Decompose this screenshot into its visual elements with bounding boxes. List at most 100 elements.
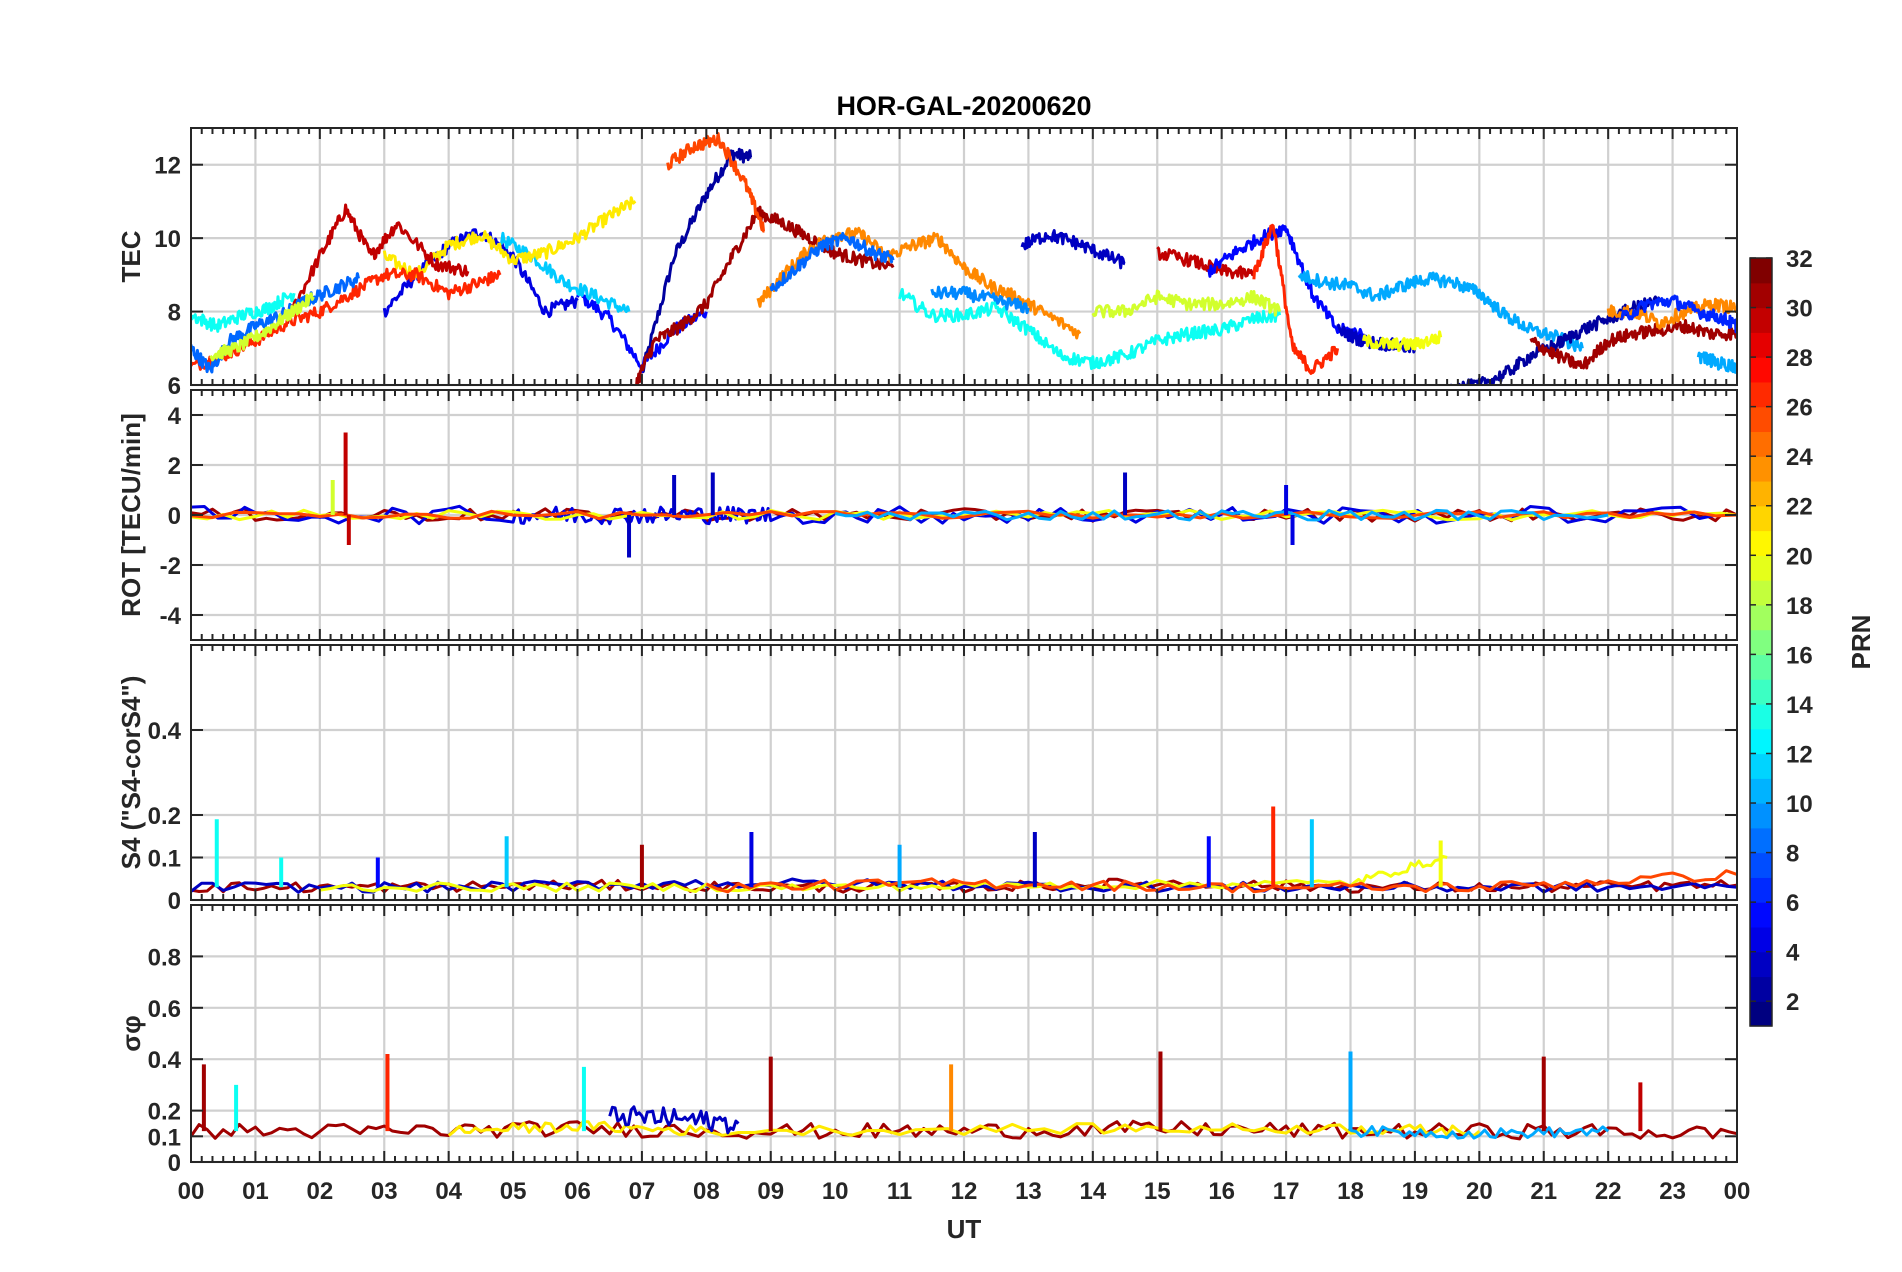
series-line-prn-2 <box>641 147 753 374</box>
panel-data <box>191 432 1737 558</box>
colorbar-tick-label: 14 <box>1786 692 1813 719</box>
colorbar-tick-label: 4 <box>1786 940 1800 967</box>
series-line-prn-27 <box>1252 223 1340 375</box>
colorbar-tick-label: 8 <box>1786 841 1799 868</box>
colorbar-segment <box>1750 332 1772 358</box>
y-tick-label: 0 <box>168 503 181 530</box>
series-line-prn-26 <box>705 869 1737 894</box>
colorbar-segment <box>1750 827 1772 854</box>
x-tick-label: 02 <box>306 1178 333 1205</box>
colorbar-segment <box>1750 406 1772 433</box>
x-tick-label: 10 <box>822 1178 849 1205</box>
panel-3: 0 0.1 0.2 0.4S4 ("S4-corS4") <box>116 644 1738 915</box>
series-line-prn-3 <box>608 1105 740 1135</box>
series-line-prn-10 <box>1696 351 1737 374</box>
series-line-prn-31 <box>1529 319 1737 370</box>
x-tick-label: 07 <box>629 1178 656 1205</box>
colorbar-segment <box>1750 258 1772 284</box>
series-line-prn-10 <box>1297 270 1584 353</box>
colorbar-segment <box>1750 753 1772 779</box>
y-axis-label: S4 ("S4-corS4") <box>116 676 146 870</box>
y-tick-label: 12 <box>154 153 181 180</box>
x-tick-label: 00 <box>178 1178 205 1205</box>
x-tick-label: 16 <box>1208 1178 1235 1205</box>
series-line-prn-20 <box>1361 330 1443 353</box>
series-line-prn-19 <box>1091 289 1282 319</box>
series-line-prn-21 <box>382 196 637 281</box>
colorbar-tick-label: 32 <box>1786 246 1813 273</box>
y-tick-label: 8 <box>168 300 181 327</box>
x-axis-label: UT <box>947 1214 982 1244</box>
colorbar-tick-label: 28 <box>1786 345 1813 372</box>
x-tick-label: 11 <box>887 1178 912 1205</box>
series-line-prn-31 <box>635 205 895 385</box>
y-tick-label: 2 <box>168 453 181 480</box>
colorbar-tick-label: 30 <box>1786 296 1813 323</box>
colorbar-label: PRN <box>1846 615 1876 670</box>
series-line-prn-26 <box>191 509 1737 521</box>
colorbar-tick-label: 22 <box>1786 494 1813 521</box>
x-tick-label: 12 <box>951 1178 978 1205</box>
y-tick-label: 0.8 <box>148 944 181 971</box>
series-line-prn-30 <box>286 203 470 324</box>
series-line-prn-30 <box>1156 246 1255 280</box>
colorbar-segment <box>1750 728 1772 755</box>
colorbar-segment <box>1750 629 1772 655</box>
colorbar-segment <box>1750 357 1772 383</box>
colorbar-segment <box>1750 505 1772 532</box>
colorbar-tick-label: 12 <box>1786 741 1813 768</box>
panel-1: 6 8 10 12 TEC <box>116 127 1738 400</box>
series-line-prn-2 <box>1449 295 1662 385</box>
colorbar-segment <box>1750 480 1772 507</box>
y-tick-label: 0 <box>168 888 181 915</box>
y-tick-label: -4 <box>160 603 182 630</box>
x-tick-label: 01 <box>242 1178 269 1205</box>
x-tick-label: 23 <box>1659 1178 1686 1205</box>
colorbar-segment <box>1750 604 1772 631</box>
colorbar-segment <box>1750 703 1772 730</box>
colorbar-segment <box>1750 307 1772 333</box>
colorbar-segment <box>1750 431 1772 457</box>
x-tick-label: 03 <box>371 1178 398 1205</box>
y-tick-label: 6 <box>168 373 181 400</box>
series-line-prn-10 <box>1350 1125 1610 1140</box>
colorbar-tick-label: 10 <box>1786 791 1813 818</box>
y-tick-label: 0.6 <box>148 996 181 1023</box>
series-line-prn-26 <box>666 132 765 233</box>
series-line-prn-24 <box>1606 297 1737 330</box>
x-tick-label: 19 <box>1402 1178 1429 1205</box>
colorbar-segment <box>1750 926 1772 953</box>
series-line-prn-8 <box>191 272 360 374</box>
x-tick-label: 06 <box>564 1178 591 1205</box>
series-line-prn-10 <box>834 508 1609 522</box>
series-line-prn-21 <box>447 1120 1481 1138</box>
series-line-prn-8 <box>769 231 895 292</box>
series-line-prn-13 <box>191 292 296 333</box>
colorbar-tick-label: 26 <box>1786 395 1813 422</box>
x-axis-ticks: 00 01 02 03 04 05 06 07 08 09 10 11 12 13 14 15 16 17 18 19… <box>178 1178 1751 1205</box>
colorbar-segment <box>1750 902 1772 928</box>
panel-data <box>191 1051 1737 1141</box>
x-tick-label: 04 <box>435 1178 462 1205</box>
y-tick-label: 0.2 <box>148 1099 181 1126</box>
y-axis-label: σφ <box>116 1015 146 1051</box>
colorbar-segment <box>1750 530 1772 556</box>
colorbar-tick-label: 2 <box>1786 989 1799 1016</box>
y-tick-label: 0.4 <box>148 1047 182 1074</box>
chart-title: HOR-GAL-20200620 <box>836 91 1091 121</box>
x-tick-label: 09 <box>757 1178 784 1205</box>
series-line-prn-3 <box>1020 229 1126 270</box>
colorbar-segment <box>1750 1001 1772 1027</box>
colorbar-segment <box>1750 951 1772 978</box>
colorbar-segment <box>1750 803 1772 829</box>
x-tick-label: 18 <box>1337 1178 1364 1205</box>
colorbar-segment <box>1750 580 1772 606</box>
y-tick-label: 0.1 <box>148 846 181 873</box>
colorbar-tick-label: 20 <box>1786 543 1813 570</box>
colorbar-tick-label: 18 <box>1786 593 1813 620</box>
colorbar-segment <box>1750 555 1772 581</box>
y-tick-label: 0.4 <box>148 718 182 745</box>
colorbar-tick-label: 6 <box>1786 890 1799 917</box>
